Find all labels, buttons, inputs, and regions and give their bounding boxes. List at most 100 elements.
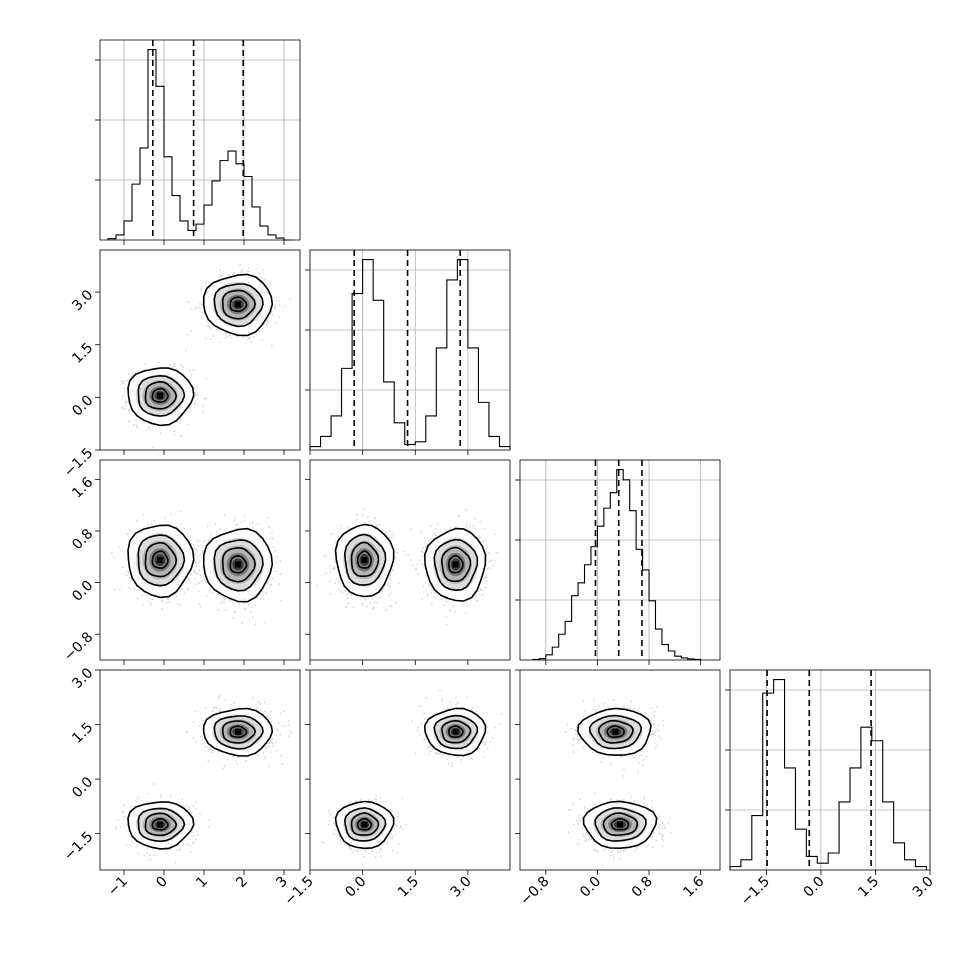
density-cluster-2 — [577, 707, 652, 757]
contour-line — [151, 550, 169, 570]
x-tick-label: 0 — [153, 874, 171, 892]
contour-line — [202, 273, 274, 337]
density-peak — [361, 557, 368, 563]
x-tick-label: 1.5 — [855, 874, 882, 901]
contour-line — [350, 541, 380, 577]
y-tick-label: 1.5 — [69, 340, 96, 367]
x-tick-label: 3.0 — [910, 874, 937, 901]
contour-line — [448, 725, 464, 738]
hist-panel-3 — [515, 459, 721, 665]
contour-line — [144, 380, 178, 410]
histogram-step — [532, 468, 702, 661]
contour-line — [144, 812, 178, 837]
x-tick-label: 3.0 — [448, 874, 475, 901]
histogram-step — [107, 48, 292, 241]
density-peak — [361, 821, 368, 828]
contour-line — [221, 289, 257, 320]
scatter-panel-4-3 — [515, 669, 721, 875]
contour-line — [229, 296, 248, 313]
density-cluster-1 — [127, 801, 195, 850]
contour-line — [151, 387, 169, 403]
contour-line — [229, 725, 248, 739]
scatter-panel-2-1 — [95, 249, 301, 455]
contour-line — [343, 807, 387, 842]
contour-line — [350, 812, 380, 836]
scatter-frame — [99, 459, 301, 661]
density-cluster-2 — [423, 707, 487, 757]
x-tick-label: 0.8 — [629, 874, 656, 901]
density-cluster-1 — [582, 800, 658, 850]
x-tick-label: −1.5 — [738, 874, 773, 909]
contour-line — [144, 541, 178, 578]
contour-line — [213, 715, 264, 750]
hist-frame — [309, 249, 511, 451]
density-cluster-1 — [334, 523, 395, 598]
contour-line — [229, 555, 248, 574]
x-tick-label: 0.0 — [577, 874, 604, 901]
contour-line — [433, 714, 479, 750]
density-peak — [235, 728, 241, 735]
y-tick-label: 0.0 — [69, 774, 96, 801]
panel-content — [565, 699, 672, 867]
scatter-frame — [309, 459, 511, 661]
density-peak — [452, 561, 459, 568]
contour-line — [356, 817, 373, 831]
scatter-frame — [309, 669, 511, 871]
x-tick-label: 1.6 — [680, 873, 707, 900]
contour-line — [213, 539, 264, 592]
scatter-panel-3-1 — [95, 459, 301, 665]
contour-line — [610, 817, 630, 831]
x-tick-label: 0.0 — [342, 874, 369, 901]
contour-line — [137, 374, 186, 417]
panel-content — [111, 511, 282, 625]
contour-line — [137, 807, 186, 843]
density-cluster-1 — [127, 524, 195, 599]
hist-frame — [99, 39, 301, 241]
scatter-panel-4-1 — [95, 669, 301, 875]
density-cluster-2 — [423, 527, 487, 602]
scatter-frame — [99, 249, 301, 451]
contour-line — [602, 812, 639, 837]
y-tick-label: 0.0 — [69, 578, 96, 605]
contour-line — [598, 719, 634, 744]
contour-line — [151, 817, 169, 831]
y-tick-label: 0.0 — [69, 392, 96, 419]
x-tick-label: 2 — [233, 874, 251, 892]
density-peak — [235, 561, 241, 568]
y-tick-label: 3.0 — [69, 665, 96, 692]
histogram-step — [729, 678, 927, 870]
contour-line — [577, 707, 652, 757]
hist-frame — [729, 669, 931, 871]
y-tick-label: 0.8 — [69, 526, 96, 553]
contour-line — [202, 707, 274, 757]
y-tick-label: −1.5 — [61, 829, 96, 864]
x-tick-label: −1 — [105, 874, 131, 900]
x-tick-label: 1 — [193, 874, 211, 892]
contour-line — [582, 800, 658, 850]
histogram-step — [309, 258, 511, 450]
panel-content — [114, 695, 293, 864]
hist-panel-2 — [305, 249, 511, 455]
contour-line — [221, 546, 257, 583]
scatter-panel-4-2 — [305, 669, 511, 875]
contour-line — [594, 807, 647, 842]
contour-line — [356, 550, 373, 569]
contour-line — [127, 367, 195, 427]
contour-line — [448, 554, 464, 574]
density-cluster-1 — [127, 367, 195, 427]
panel-content — [100, 264, 291, 449]
panel-content — [316, 508, 499, 626]
hist-frame — [519, 459, 721, 661]
density-peak — [612, 728, 619, 735]
density-peak — [157, 557, 163, 563]
contour-line — [213, 283, 264, 328]
contour-line — [127, 524, 195, 599]
density-peak — [235, 301, 241, 308]
hist-panel-1 — [95, 39, 301, 245]
contour-line — [588, 714, 643, 750]
contour-line — [334, 523, 395, 598]
density-cluster-2 — [202, 273, 274, 337]
density-cluster-2 — [202, 707, 274, 757]
x-tick-label: 0.0 — [801, 874, 828, 901]
